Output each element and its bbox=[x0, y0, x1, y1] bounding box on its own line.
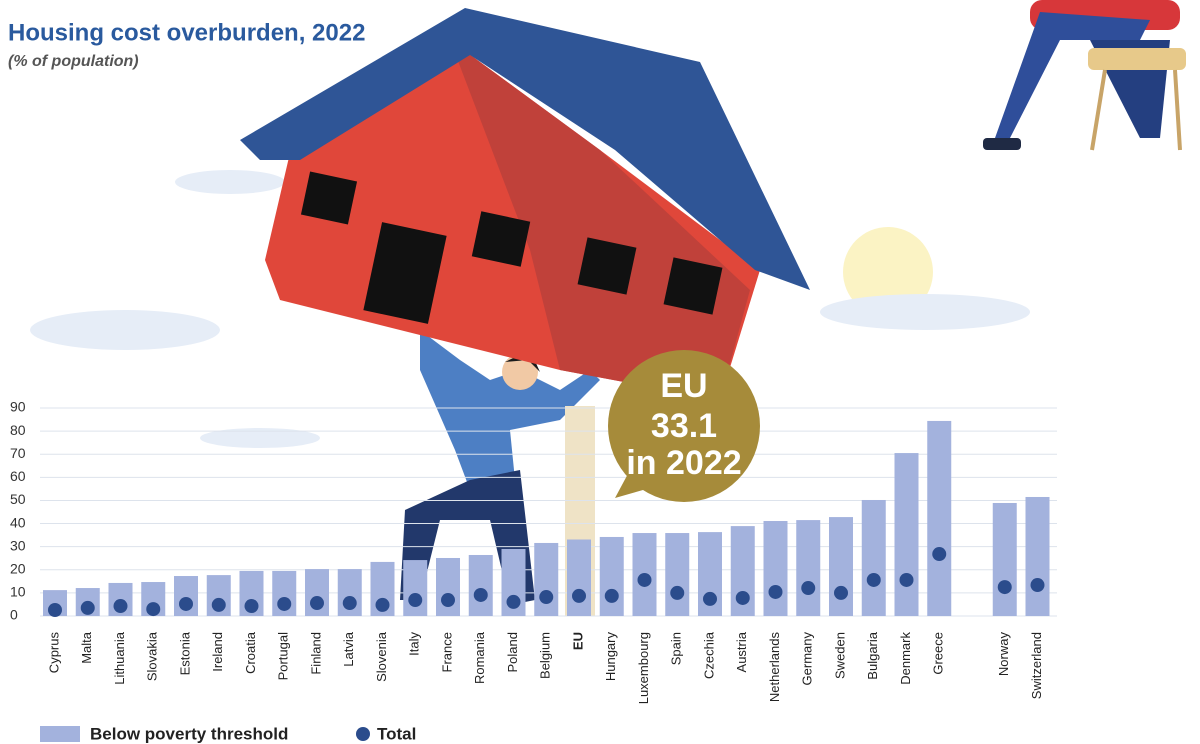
dot bbox=[736, 591, 750, 605]
bar bbox=[600, 537, 624, 616]
bar bbox=[862, 500, 886, 616]
dot bbox=[572, 589, 586, 603]
dot bbox=[670, 586, 684, 600]
callout: EU 33.1 in 2022 bbox=[608, 350, 760, 502]
dot bbox=[539, 590, 553, 604]
x-tick-label: Finland bbox=[308, 632, 323, 675]
bar bbox=[829, 517, 853, 616]
dot bbox=[212, 598, 226, 612]
y-tick-label: 80 bbox=[10, 422, 26, 438]
y-tick-label: 40 bbox=[10, 514, 26, 530]
bar bbox=[764, 521, 788, 616]
y-tick-label: 50 bbox=[10, 491, 26, 507]
x-tick-label: Poland bbox=[505, 632, 520, 672]
bar bbox=[927, 421, 951, 616]
x-tick-label: France bbox=[439, 632, 454, 672]
bar bbox=[469, 555, 493, 616]
dot bbox=[310, 596, 324, 610]
x-tick-label: Romania bbox=[472, 631, 487, 684]
x-tick-label: Malta bbox=[79, 631, 94, 664]
dot bbox=[277, 597, 291, 611]
dot bbox=[605, 589, 619, 603]
y-tick-label: 70 bbox=[10, 445, 26, 461]
x-tick-label: Austria bbox=[734, 631, 749, 672]
bar bbox=[993, 503, 1017, 616]
y-tick-label: 30 bbox=[10, 537, 26, 553]
dot bbox=[932, 547, 946, 561]
dot bbox=[376, 598, 390, 612]
bar bbox=[665, 533, 689, 616]
y-tick-label: 20 bbox=[10, 560, 26, 576]
dot bbox=[343, 596, 357, 610]
dot bbox=[48, 603, 62, 617]
dot bbox=[834, 586, 848, 600]
legend-label: Below poverty threshold bbox=[90, 724, 288, 743]
x-tick-label: EU bbox=[570, 632, 585, 650]
legend-swatch bbox=[356, 727, 370, 741]
dot bbox=[474, 588, 488, 602]
x-tick-label: Estonia bbox=[177, 631, 192, 675]
bar bbox=[534, 543, 558, 616]
x-tick-label: Latvia bbox=[341, 631, 356, 666]
dot bbox=[769, 585, 783, 599]
x-tick-label: Croatia bbox=[243, 631, 258, 674]
dot bbox=[114, 599, 128, 613]
x-tick-label: Spain bbox=[669, 632, 684, 665]
x-tick-label: Ireland bbox=[210, 632, 225, 672]
x-tick-label: Hungary bbox=[603, 632, 618, 682]
bar bbox=[1026, 497, 1050, 616]
chart-subtitle: (% of population) bbox=[8, 53, 139, 70]
y-tick-label: 0 bbox=[10, 607, 18, 623]
bar bbox=[403, 560, 427, 616]
x-tick-label: Slovakia bbox=[145, 631, 160, 681]
y-tick-label: 60 bbox=[10, 468, 26, 484]
x-tick-label: Norway bbox=[996, 632, 1011, 677]
dot bbox=[179, 597, 193, 611]
x-tick-label: Slovenia bbox=[374, 631, 389, 682]
legend-label: Total bbox=[377, 724, 416, 743]
x-tick-label: Lithuania bbox=[112, 631, 127, 685]
y-tick-label: 90 bbox=[10, 399, 26, 415]
plot-area: 0 10 20 30 40 50 60 70 80 90 Cyprus Malta Lithuania S… bbox=[10, 399, 1057, 744]
x-tick-label: Sweden bbox=[832, 632, 847, 679]
bar bbox=[436, 558, 460, 616]
dot bbox=[801, 581, 815, 595]
bar bbox=[796, 520, 820, 616]
dot bbox=[998, 580, 1012, 594]
callout-note: in 2022 bbox=[626, 444, 741, 482]
x-tick-label: Luxembourg bbox=[636, 632, 651, 704]
dot bbox=[408, 593, 422, 607]
x-tick-label: Germany bbox=[800, 632, 815, 686]
dot bbox=[638, 573, 652, 587]
x-tick-label: Czechia bbox=[701, 631, 716, 679]
dot bbox=[146, 602, 160, 616]
dot bbox=[507, 595, 521, 609]
x-tick-label: Switzerland bbox=[1029, 632, 1044, 699]
bar bbox=[895, 453, 919, 616]
dot bbox=[867, 573, 881, 587]
legend-swatch bbox=[40, 726, 80, 742]
callout-label: EU bbox=[660, 367, 707, 405]
dot bbox=[1031, 578, 1045, 592]
x-tick-label: Denmark bbox=[898, 632, 913, 685]
x-tick-label: Italy bbox=[407, 632, 422, 656]
x-tick-label: Portugal bbox=[276, 632, 291, 681]
dot bbox=[81, 601, 95, 615]
y-tick-label: 10 bbox=[10, 584, 26, 600]
dot bbox=[441, 593, 455, 607]
x-tick-label: Cyprus bbox=[46, 632, 61, 674]
dot bbox=[245, 599, 259, 613]
x-tick-label: Belgium bbox=[538, 632, 553, 679]
chart-title: Housing cost overburden, 2022 bbox=[8, 19, 365, 46]
x-tick-label: Greece bbox=[931, 632, 946, 675]
chart: Housing cost overburden, 2022 (% of popu… bbox=[0, 0, 1200, 744]
callout-value: 33.1 bbox=[651, 407, 717, 445]
bar bbox=[567, 540, 591, 616]
x-tick-label: Bulgaria bbox=[865, 631, 880, 679]
dot bbox=[900, 573, 914, 587]
dot bbox=[703, 592, 717, 606]
x-tick-label: Netherlands bbox=[767, 632, 782, 703]
